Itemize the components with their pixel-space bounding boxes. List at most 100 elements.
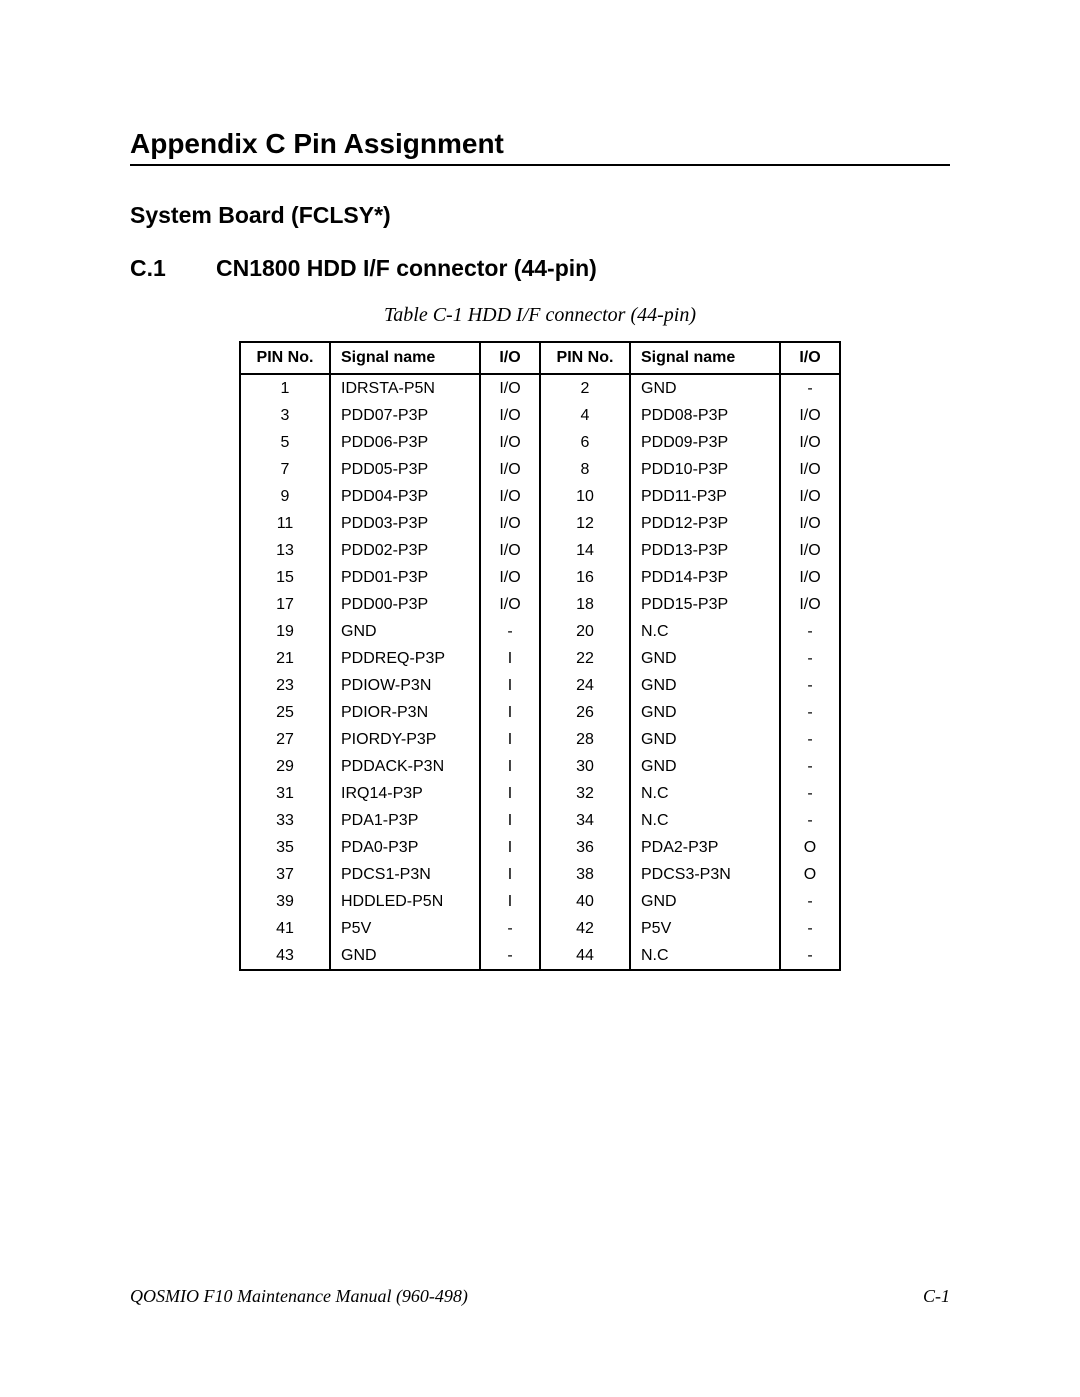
table-cell: 13	[240, 537, 330, 564]
table-row: 35PDA0-P3PI36PDA2-P3PO	[240, 834, 840, 861]
table-cell: PDD06-P3P	[330, 429, 480, 456]
table-cell: PDD07-P3P	[330, 402, 480, 429]
table-cell: O	[780, 834, 840, 861]
table-cell: 44	[540, 942, 630, 970]
table-row: 37PDCS1-P3NI38PDCS3-P3NO	[240, 861, 840, 888]
table-cell: 28	[540, 726, 630, 753]
table-cell: I	[480, 861, 540, 888]
table-cell: -	[780, 915, 840, 942]
table-cell: I/O	[480, 483, 540, 510]
table-cell: -	[780, 780, 840, 807]
table-cell: 23	[240, 672, 330, 699]
table-cell: I/O	[480, 429, 540, 456]
table-cell: PDD00-P3P	[330, 591, 480, 618]
table-cell: PDD11-P3P	[630, 483, 780, 510]
section-title: CN1800 HDD I/F connector (44-pin)	[216, 255, 597, 282]
table-cell: I/O	[480, 456, 540, 483]
table-row: 1IDRSTA-P5NI/O2GND-	[240, 374, 840, 402]
table-cell: N.C	[630, 780, 780, 807]
table-caption: Table C-1 HDD I/F connector (44-pin)	[130, 304, 950, 327]
table-cell: PDD03-P3P	[330, 510, 480, 537]
table-cell: N.C	[630, 618, 780, 645]
table-cell: I/O	[780, 537, 840, 564]
table-cell: HDDLED-P5N	[330, 888, 480, 915]
table-cell: I	[480, 753, 540, 780]
table-cell: PDA2-P3P	[630, 834, 780, 861]
pin-table: PIN No. Signal name I/O PIN No. Signal n…	[239, 341, 841, 971]
table-row: 5PDD06-P3PI/O6PDD09-P3PI/O	[240, 429, 840, 456]
table-row: 33PDA1-P3PI34N.C-	[240, 807, 840, 834]
page-footer: QOSMIO F10 Maintenance Manual (960-498) …	[130, 1286, 950, 1307]
table-cell: 17	[240, 591, 330, 618]
table-cell: I	[480, 780, 540, 807]
table-cell: -	[780, 753, 840, 780]
table-cell: 2	[540, 374, 630, 402]
table-cell: 16	[540, 564, 630, 591]
table-cell: P5V	[630, 915, 780, 942]
table-row: 21PDDREQ-P3PI22GND-	[240, 645, 840, 672]
table-cell: 43	[240, 942, 330, 970]
section-number: C.1	[130, 255, 216, 282]
table-cell: PDCS3-P3N	[630, 861, 780, 888]
table-cell: PDDREQ-P3P	[330, 645, 480, 672]
table-row: 43GND-44N.C-	[240, 942, 840, 970]
table-cell: GND	[630, 753, 780, 780]
table-cell: I/O	[480, 537, 540, 564]
table-cell: IRQ14-P3P	[330, 780, 480, 807]
table-cell: I	[480, 645, 540, 672]
footer-left: QOSMIO F10 Maintenance Manual (960-498)	[130, 1286, 468, 1307]
table-cell: I/O	[480, 564, 540, 591]
table-cell: I/O	[780, 510, 840, 537]
table-cell: GND	[330, 618, 480, 645]
table-cell: I	[480, 888, 540, 915]
table-cell: PDD13-P3P	[630, 537, 780, 564]
table-cell: -	[480, 618, 540, 645]
table-cell: 40	[540, 888, 630, 915]
table-cell: 7	[240, 456, 330, 483]
table-cell: I	[480, 807, 540, 834]
col-header: I/O	[480, 342, 540, 374]
table-cell: 4	[540, 402, 630, 429]
table-row: 31IRQ14-P3PI32N.C-	[240, 780, 840, 807]
table-cell: 10	[540, 483, 630, 510]
table-wrap: PIN No. Signal name I/O PIN No. Signal n…	[130, 341, 950, 971]
table-cell: PDD05-P3P	[330, 456, 480, 483]
table-cell: 38	[540, 861, 630, 888]
table-cell: PDCS1-P3N	[330, 861, 480, 888]
table-cell: I/O	[480, 402, 540, 429]
col-header: Signal name	[330, 342, 480, 374]
table-cell: I/O	[780, 564, 840, 591]
table-cell: PDDACK-P3N	[330, 753, 480, 780]
table-cell: GND	[630, 374, 780, 402]
table-cell: GND	[630, 645, 780, 672]
table-cell: 27	[240, 726, 330, 753]
table-row: 41P5V-42P5V-	[240, 915, 840, 942]
table-cell: 41	[240, 915, 330, 942]
table-cell: 12	[540, 510, 630, 537]
table-cell: -	[780, 699, 840, 726]
table-cell: -	[780, 672, 840, 699]
table-body: 1IDRSTA-P5NI/O2GND-3PDD07-P3PI/O4PDD08-P…	[240, 374, 840, 970]
col-header: Signal name	[630, 342, 780, 374]
table-cell: 8	[540, 456, 630, 483]
table-cell: I	[480, 699, 540, 726]
table-cell: I/O	[480, 374, 540, 402]
table-row: 29PDDACK-P3NI30GND-	[240, 753, 840, 780]
table-cell: I	[480, 726, 540, 753]
section-heading: C.1 CN1800 HDD I/F connector (44-pin)	[130, 255, 950, 282]
table-cell: I/O	[780, 591, 840, 618]
table-cell: 22	[540, 645, 630, 672]
table-cell: PDD15-P3P	[630, 591, 780, 618]
table-cell: PDD04-P3P	[330, 483, 480, 510]
table-cell: N.C	[630, 807, 780, 834]
table-cell: -	[780, 807, 840, 834]
col-header: PIN No.	[540, 342, 630, 374]
table-row: 39HDDLED-P5NI40GND-	[240, 888, 840, 915]
table-cell: -	[780, 942, 840, 970]
board-title: System Board (FCLSY*)	[130, 202, 950, 229]
table-cell: I/O	[780, 402, 840, 429]
table-cell: PDA0-P3P	[330, 834, 480, 861]
table-cell: 33	[240, 807, 330, 834]
footer-right: C-1	[923, 1286, 950, 1307]
table-cell: 21	[240, 645, 330, 672]
